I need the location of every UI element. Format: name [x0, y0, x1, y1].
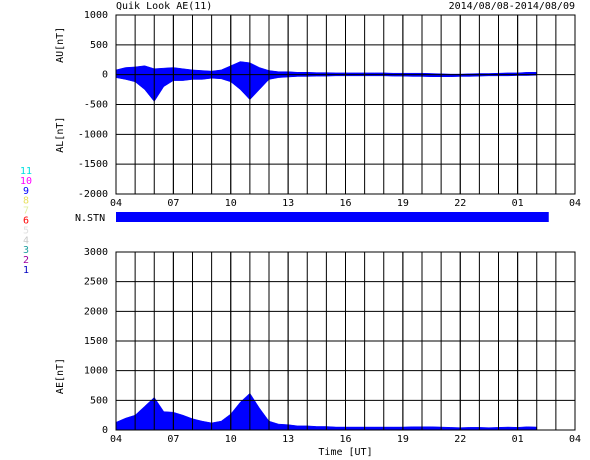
- y-tick-label: -500: [84, 100, 108, 111]
- station-legend-label: 5: [23, 225, 29, 236]
- x-tick-label: 07: [167, 434, 179, 445]
- x-tick-label: 13: [282, 198, 294, 209]
- y-tick-label: 500: [90, 40, 108, 51]
- y-tick-label: -1500: [78, 159, 108, 170]
- y-tick-label: -2000: [78, 189, 108, 200]
- x-tick-label: 04: [110, 434, 122, 445]
- station-legend-label: 2: [23, 255, 29, 266]
- station-legend-label: 8: [23, 196, 29, 207]
- area: [115, 61, 537, 75]
- x-axis-label: Time [UT]: [318, 447, 372, 458]
- y-tick-label: 0: [102, 70, 108, 81]
- y-tick-label: 1500: [84, 336, 108, 347]
- y-tick-label: 3000: [84, 247, 108, 258]
- x-tick-label: 16: [339, 198, 351, 209]
- y-tick-label: 1000: [84, 366, 108, 377]
- y-tick-label: 0: [102, 425, 108, 436]
- station-legend-label: 7: [23, 206, 29, 217]
- y-axis-label: AE[nT]: [55, 358, 66, 394]
- y-tick-label: 2500: [84, 277, 108, 288]
- x-tick-label: 04: [110, 198, 122, 209]
- x-tick-label: 07: [167, 198, 179, 209]
- plot-frame: [115, 251, 576, 431]
- station-legend-label: 10: [20, 176, 32, 187]
- y-tick-label: 500: [90, 395, 108, 406]
- x-tick-label: 19: [397, 198, 409, 209]
- station-label: N.STN: [75, 213, 105, 224]
- y-tick-label: 2000: [84, 306, 108, 317]
- station-legend-label: 3: [23, 245, 29, 256]
- x-tick-label: 04: [569, 434, 581, 445]
- x-tick-label: 19: [397, 434, 409, 445]
- x-tick-label: 01: [512, 198, 524, 209]
- station-bar: [116, 212, 549, 222]
- y-axis-label: AU[nT]: [55, 27, 66, 63]
- station-legend-label: 4: [23, 235, 29, 246]
- x-tick-label: 16: [339, 434, 351, 445]
- y-tick-label: -1000: [78, 129, 108, 140]
- y-tick-label: 1000: [84, 10, 108, 21]
- area: [115, 74, 537, 102]
- y-axis-label: AL[nT]: [55, 117, 66, 153]
- chart-title: Quik Look AE(11): [116, 1, 212, 12]
- station-legend-label: 9: [23, 186, 29, 197]
- x-tick-label: 10: [225, 198, 237, 209]
- station-legend-label: 11: [20, 166, 32, 177]
- x-tick-label: 22: [454, 434, 466, 445]
- plot-frame: [115, 14, 576, 195]
- x-tick-label: 01: [512, 434, 524, 445]
- station-legend-label: 6: [23, 216, 29, 227]
- x-tick-label: 13: [282, 434, 294, 445]
- station-legend-label: 1: [23, 265, 29, 276]
- x-tick-label: 04: [569, 198, 581, 209]
- date-range: 2014/08/08-2014/08/09: [449, 1, 575, 12]
- x-tick-label: 22: [454, 198, 466, 209]
- x-tick-label: 10: [225, 434, 237, 445]
- area: [115, 392, 537, 431]
